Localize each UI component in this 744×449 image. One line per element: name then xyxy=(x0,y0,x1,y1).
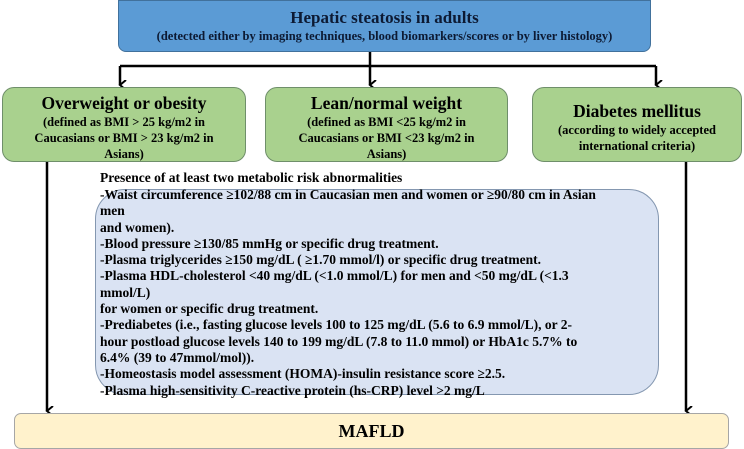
criteria-line: -Blood pressure ≥130/85 mmHg or specific… xyxy=(100,235,439,251)
branch-line: Asians) xyxy=(104,147,144,161)
branch-line: (according to widely accepted xyxy=(558,123,716,137)
branch-line: (defined as BMI > 25 kg/m2 in xyxy=(43,115,205,129)
metabolic-criteria-list: -Waist circumference ≥102/88 cm in Cauca… xyxy=(100,187,660,399)
criteria-line: -Waist circumference ≥102/88 cm in Cauca… xyxy=(100,187,596,202)
mafld-label: MAFLD xyxy=(338,421,405,441)
branch-line: (defined as BMI <25 kg/m2 in xyxy=(307,115,466,129)
branch-title: Diabetes mellitus xyxy=(573,101,701,121)
criteria-line: men xyxy=(100,203,125,219)
criteria-line: -Homeostasis model assessment (HOMA)-ins… xyxy=(100,366,506,382)
criteria-line: and women). xyxy=(100,219,175,235)
branch-line: international criteria) xyxy=(578,139,696,153)
branch-title: Overweight or obesity xyxy=(41,93,207,113)
criteria-line: mmol/L) xyxy=(100,284,151,300)
criteria-line: hour postload glucose levels 140 to 199 … xyxy=(100,333,578,349)
overweight-obesity-box: Overweight or obesity (defined as BMI > … xyxy=(2,87,246,162)
criteria-line: for women or specific drug treatment. xyxy=(100,301,319,317)
branch-line: Asians) xyxy=(366,147,407,161)
metabolic-criteria-box xyxy=(95,189,659,395)
branch-line: Caucasians or BMI > 23 kg/m2 in xyxy=(34,131,214,145)
diabetes-mellitus-box: Diabetes mellitus (according to widely a… xyxy=(532,87,742,162)
criteria-heading: Presence of at least two metabolic risk … xyxy=(100,170,403,185)
criteria-line: 6.4% (39 to 47mmol/mol)). xyxy=(100,349,255,365)
lean-normal-weight-box: Lean/normal weight (defined as BMI <25 k… xyxy=(265,87,508,162)
hepatic-steatosis-box: Hepatic steatosis in adults (detected ei… xyxy=(118,0,651,52)
mafld-box: MAFLD xyxy=(14,413,729,449)
branch-line: Caucasians or BMI <23 kg/m2 in xyxy=(298,131,475,145)
criteria-line: -Plasma high-sensitivity C-reactive prot… xyxy=(100,382,485,398)
top-title: Hepatic steatosis in adults xyxy=(290,8,479,27)
criteria-line: -Prediabetes (i.e., fasting glucose leve… xyxy=(100,317,572,333)
branch-title: Lean/normal weight xyxy=(310,93,463,113)
top-subtitle: (detected either by imaging techniques, … xyxy=(156,29,613,43)
criteria-line: -Plasma triglycerides ≥150 mg/dL ( ≥1.70… xyxy=(100,252,541,268)
criteria-line: -Plasma HDL-cholesterol <40 mg/dL (<1.0 … xyxy=(100,268,569,284)
